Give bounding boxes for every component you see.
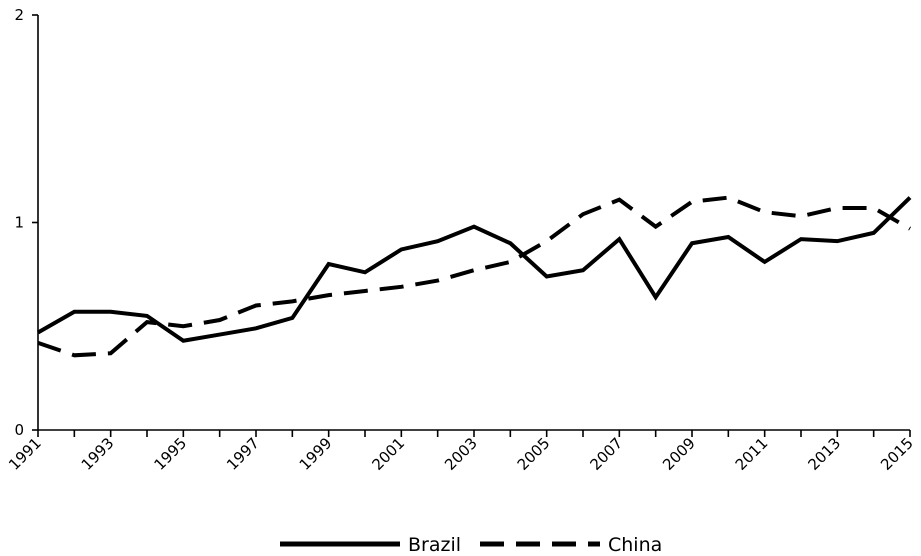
x-tick-label: 1997: [223, 434, 263, 474]
axes: 0 1 2 1991 1993 1995 1997 1999 2001 2003 2005 2007 2…: [5, 6, 917, 474]
x-tick-label: 1999: [296, 434, 336, 474]
x-tick-label: 2013: [804, 434, 844, 474]
x-tick-label: 2001: [368, 434, 408, 474]
legend-label-brazil: Brazil: [408, 534, 461, 556]
x-tick-label: 2011: [732, 434, 772, 474]
y-tick-label: 2: [14, 6, 24, 24]
series-layer: [37, 195, 912, 358]
x-tick-label: 1995: [150, 434, 190, 474]
legend: Brazil China: [280, 534, 662, 556]
y-tick-label: 1: [14, 214, 24, 232]
y-tick-label: 0: [14, 421, 24, 439]
x-tick-label: 2005: [514, 434, 554, 474]
x-tick-label: 2003: [441, 434, 481, 474]
series-line-china: [37, 195, 911, 358]
series-line-brazil: [37, 196, 912, 343]
x-tick-label: 2007: [586, 434, 626, 474]
legend-label-china: China: [608, 534, 662, 556]
x-tick-label: 2015: [877, 434, 917, 474]
x-tick-label: 2009: [659, 434, 699, 474]
x-tick-label: 1993: [78, 434, 118, 474]
x-tick-label: 1991: [5, 434, 45, 474]
